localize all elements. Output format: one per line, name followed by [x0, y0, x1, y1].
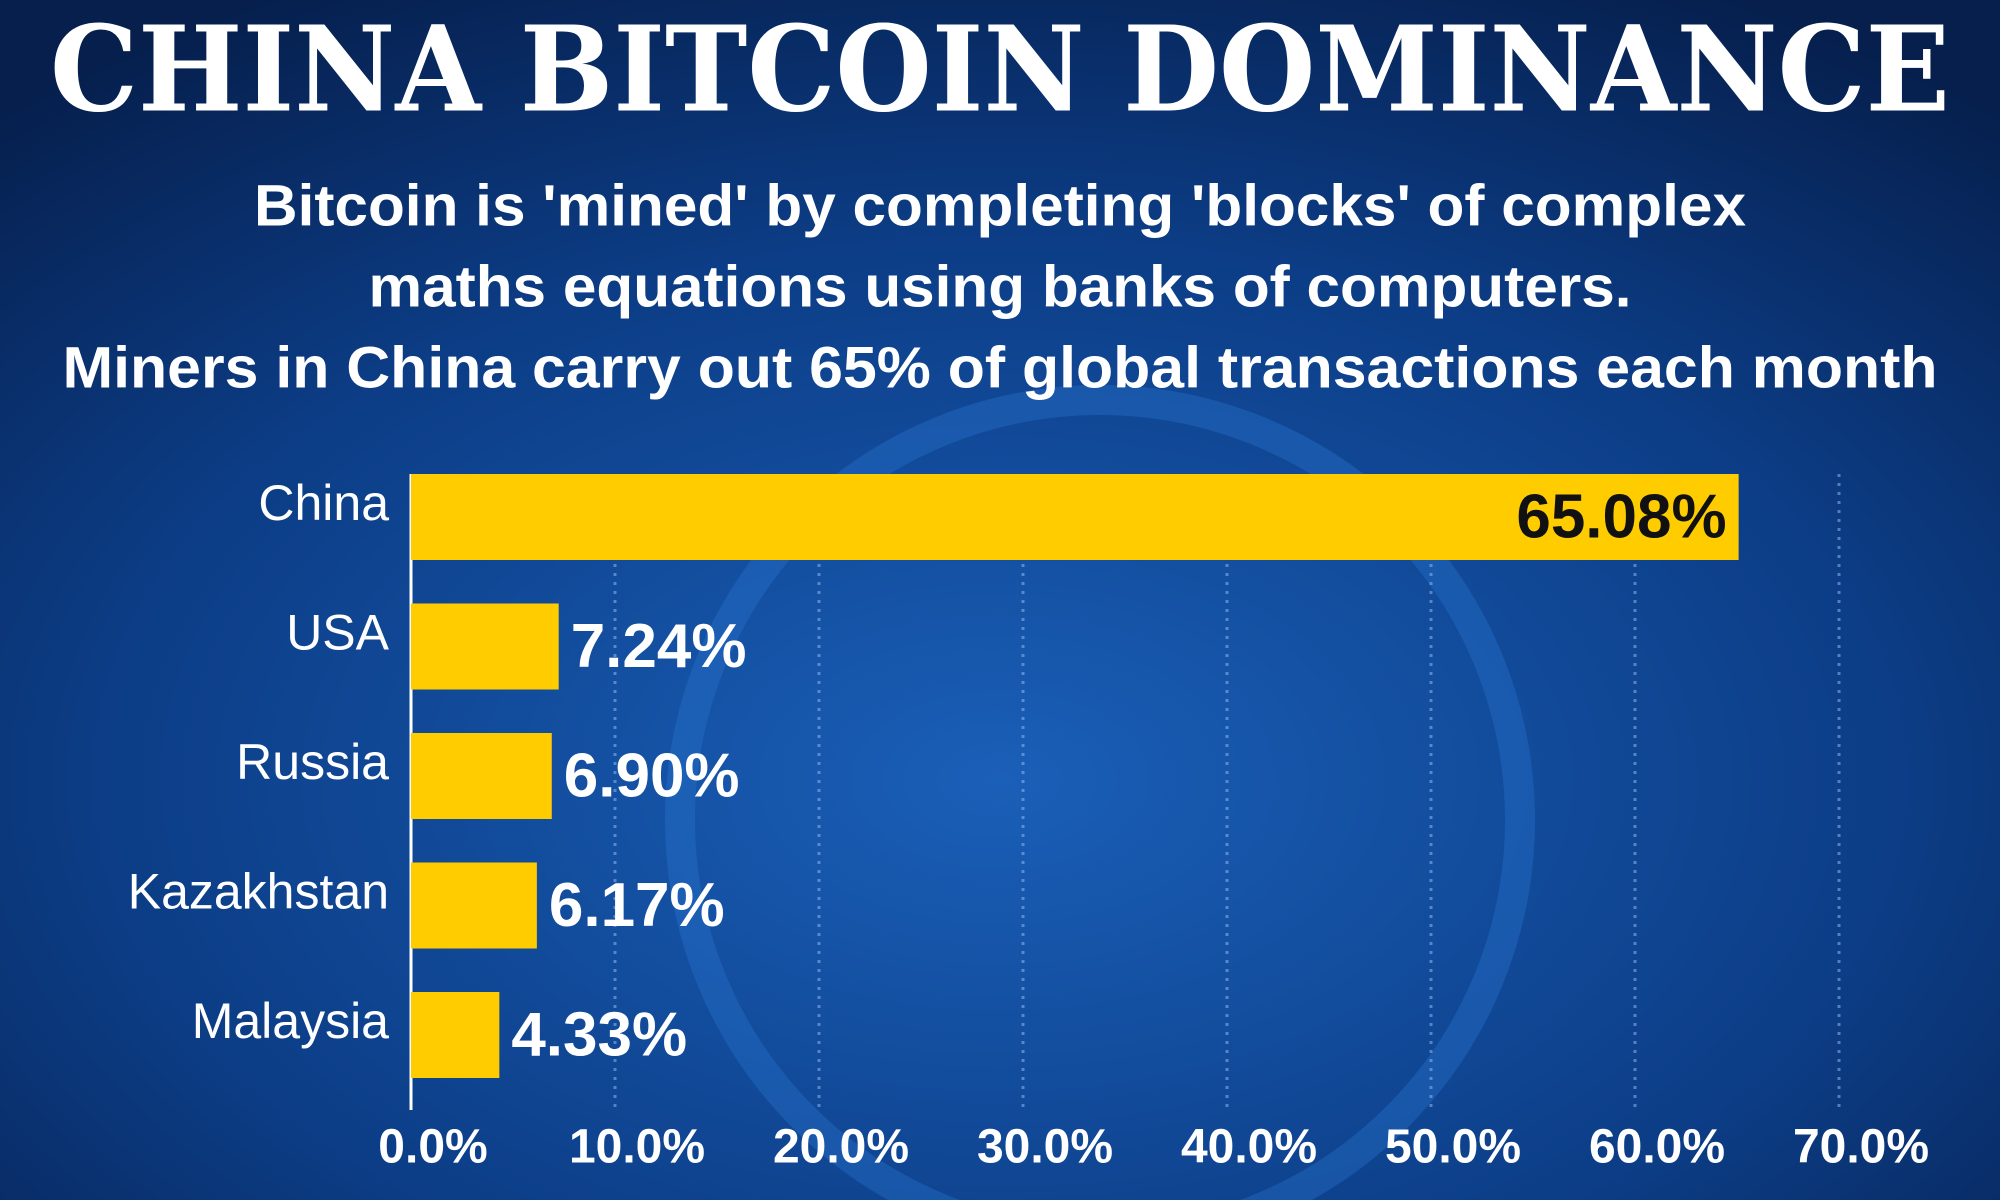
subtitle-line: Miners in China carry out 65% of global … — [63, 335, 1938, 400]
value-label: 6.90% — [564, 741, 740, 810]
bar — [411, 474, 1739, 560]
bar — [411, 862, 537, 949]
bar — [411, 733, 552, 819]
x-tick-label: 0.0% — [378, 1121, 487, 1174]
bar — [411, 603, 559, 690]
y-tick-label: Russia — [236, 734, 389, 790]
y-tick-label: Malaysia — [192, 993, 389, 1049]
y-tick-label: Kazakhstan — [128, 864, 389, 920]
value-label: 4.33% — [511, 1000, 687, 1069]
value-label: 6.17% — [549, 871, 725, 940]
x-tick-label: 10.0% — [569, 1121, 705, 1174]
y-tick-label: USA — [286, 605, 389, 661]
subtitle-line: maths equations using banks of computers… — [369, 254, 1632, 319]
bar — [411, 992, 500, 1078]
value-label: 65.08% — [1516, 482, 1726, 551]
chart-title: CHINA BITCOIN DOMINANCE — [50, 0, 1950, 139]
x-tick-label: 60.0% — [1589, 1121, 1725, 1174]
x-tick-label: 20.0% — [773, 1121, 909, 1174]
x-tick-label: 30.0% — [977, 1121, 1113, 1174]
y-tick-label: China — [258, 475, 389, 531]
x-tick-label: 50.0% — [1385, 1121, 1521, 1174]
value-label: 7.24% — [571, 612, 747, 681]
coin-decoration — [665, 385, 1535, 1200]
x-tick-label: 70.0% — [1793, 1121, 1929, 1174]
subtitle-line: Bitcoin is 'mined' by completing 'blocks… — [254, 173, 1746, 238]
x-tick-label: 40.0% — [1181, 1121, 1317, 1174]
